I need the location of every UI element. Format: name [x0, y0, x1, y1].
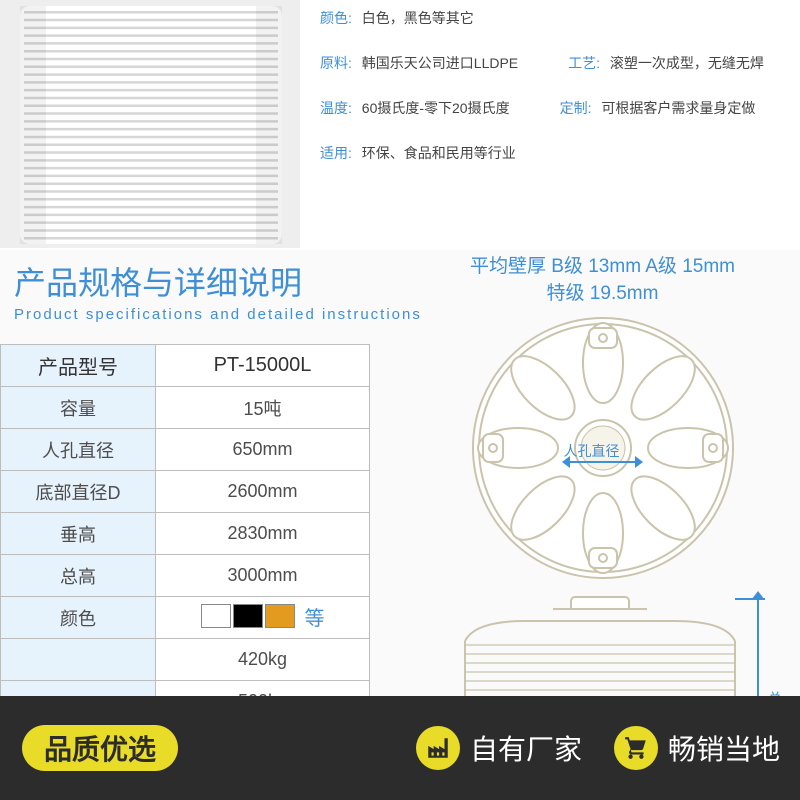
color-swatch	[265, 604, 295, 628]
attr-process: 工艺: 滚塑一次成型，无缝无焊	[568, 53, 764, 74]
section-heading: 产品规格与详细说明 Product specifications and det…	[14, 258, 422, 323]
wall-line1: 平均壁厚 B级 13mm A级 15mm	[470, 256, 735, 277]
attr-material-label: 原料:	[320, 55, 352, 71]
swatch-etc: 等	[305, 602, 325, 631]
product-spec-page: 颜色: 白色，黑色等其它 原料: 韩国乐天公司进口LLDPE 工艺: 滚塑一次成…	[0, 0, 800, 800]
spec-label: 人孔直径	[1, 429, 156, 471]
table-row: 总高3000mm	[1, 555, 370, 597]
product-attributes: 颜色: 白色，黑色等其它 原料: 韩国乐天公司进口LLDPE 工艺: 滚塑一次成…	[320, 8, 800, 188]
attr-color-value: 白色，黑色等其它	[362, 10, 474, 26]
heading-cn: 产品规格与详细说明	[14, 258, 422, 304]
banner-item-text: 自有厂家	[470, 728, 582, 768]
table-row: 垂高2830mm	[1, 513, 370, 555]
table-row: 颜色 等	[1, 597, 370, 639]
spec-value: 3000mm	[156, 555, 370, 597]
spec-label	[1, 639, 156, 681]
attr-color-label: 颜色:	[320, 10, 352, 26]
attr-usage: 适用: 环保、食品和民用等行业	[320, 143, 516, 164]
spec-value: 2830mm	[156, 513, 370, 555]
top-strip: 颜色: 白色，黑色等其它 原料: 韩国乐天公司进口LLDPE 工艺: 滚塑一次成…	[0, 0, 800, 250]
arrow-left-icon	[562, 456, 570, 468]
spec-value: 15吨	[156, 387, 370, 429]
attr-color: 颜色: 白色，黑色等其它	[320, 8, 474, 29]
spec-value: 2600mm	[156, 471, 370, 513]
tank-top-view: 人孔直径	[468, 313, 738, 583]
attr-usage-label: 适用:	[320, 145, 352, 161]
wall-line2: 特级 19.5mm	[405, 281, 800, 308]
arrow-up-icon	[752, 591, 764, 599]
spec-label: 底部直径D	[1, 471, 156, 513]
attr-row-3: 温度: 60摄氏度-零下20摄氏度 定制: 可根据客户需求量身定做	[320, 98, 800, 119]
attr-row-2: 原料: 韩国乐天公司进口LLDPE 工艺: 滚塑一次成型，无缝无焊	[320, 53, 800, 74]
color-swatch	[201, 604, 231, 628]
arrow-right-icon	[635, 456, 643, 468]
banner-item: 自有厂家	[416, 726, 582, 770]
spec-value: 420kg	[156, 639, 370, 681]
attr-temp-value: 60摄氏度-零下20摄氏度	[362, 100, 510, 116]
bottom-banner: 品质优选 自有厂家 畅销当地	[0, 696, 800, 800]
diagram-panel: 平均壁厚 B级 13mm A级 15mm 特级 19.5mm 人孔直径 总高	[405, 254, 800, 741]
table-row: 容量15吨	[1, 387, 370, 429]
color-swatch	[233, 604, 263, 628]
spec-label: 总高	[1, 555, 156, 597]
tank-photo-svg	[0, 0, 300, 248]
attr-custom-label: 定制:	[560, 100, 592, 116]
attr-custom: 定制: 可根据客户需求量身定做	[560, 98, 756, 119]
table-row: 420kg	[1, 639, 370, 681]
wall-thickness-note: 平均壁厚 B级 13mm A级 15mm 特级 19.5mm	[405, 254, 800, 307]
spec-value: PT-15000L	[156, 345, 370, 387]
attr-usage-value: 环保、食品和民用等行业	[362, 145, 516, 161]
table-row: 产品型号PT-15000L	[1, 345, 370, 387]
attr-material: 原料: 韩国乐天公司进口LLDPE	[320, 53, 518, 74]
banner-item-text: 畅销当地	[668, 728, 780, 768]
spec-label: 垂高	[1, 513, 156, 555]
spec-value: 等	[156, 597, 370, 639]
banner-item: 畅销当地	[614, 726, 780, 770]
table-row: 人孔直径650mm	[1, 429, 370, 471]
manhole-dim-line	[569, 461, 635, 463]
attr-process-label: 工艺:	[568, 55, 600, 71]
color-swatches: 等	[201, 602, 325, 631]
factory-icon	[416, 726, 460, 770]
attr-process-value: 滚塑一次成型，无缝无焊	[610, 55, 764, 71]
attr-custom-value: 可根据客户需求量身定做	[601, 100, 755, 116]
quality-badge: 品质优选	[22, 725, 178, 771]
spec-value: 650mm	[156, 429, 370, 471]
product-photo	[0, 0, 300, 248]
cart-icon	[614, 726, 658, 770]
attr-row-1: 颜色: 白色，黑色等其它	[320, 8, 800, 29]
spec-label: 容量	[1, 387, 156, 429]
manhole-diameter-label: 人孔直径	[564, 441, 620, 461]
banner-right-group: 自有厂家 畅销当地	[384, 726, 780, 770]
mid-section: 产品规格与详细说明 Product specifications and det…	[0, 252, 800, 696]
heading-en: Product specifications and detailed inst…	[14, 306, 422, 323]
attr-temp-label: 温度:	[320, 100, 352, 116]
spec-label: 产品型号	[1, 345, 156, 387]
attr-row-4: 适用: 环保、食品和民用等行业	[320, 143, 800, 164]
spec-label: 颜色	[1, 597, 156, 639]
table-row: 底部直径D2600mm	[1, 471, 370, 513]
attr-material-value: 韩国乐天公司进口LLDPE	[362, 55, 518, 71]
attr-temp: 温度: 60摄氏度-零下20摄氏度	[320, 98, 510, 119]
